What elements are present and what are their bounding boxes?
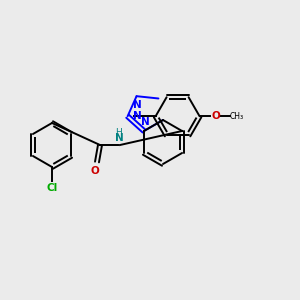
Text: N: N xyxy=(133,111,141,121)
Text: CH₃: CH₃ xyxy=(230,112,244,121)
Text: Cl: Cl xyxy=(46,183,58,193)
Text: O: O xyxy=(91,166,99,176)
Text: N: N xyxy=(141,117,149,127)
Text: N: N xyxy=(115,133,123,143)
Text: H: H xyxy=(116,128,122,137)
Text: N: N xyxy=(133,100,142,110)
Text: O: O xyxy=(212,111,220,121)
